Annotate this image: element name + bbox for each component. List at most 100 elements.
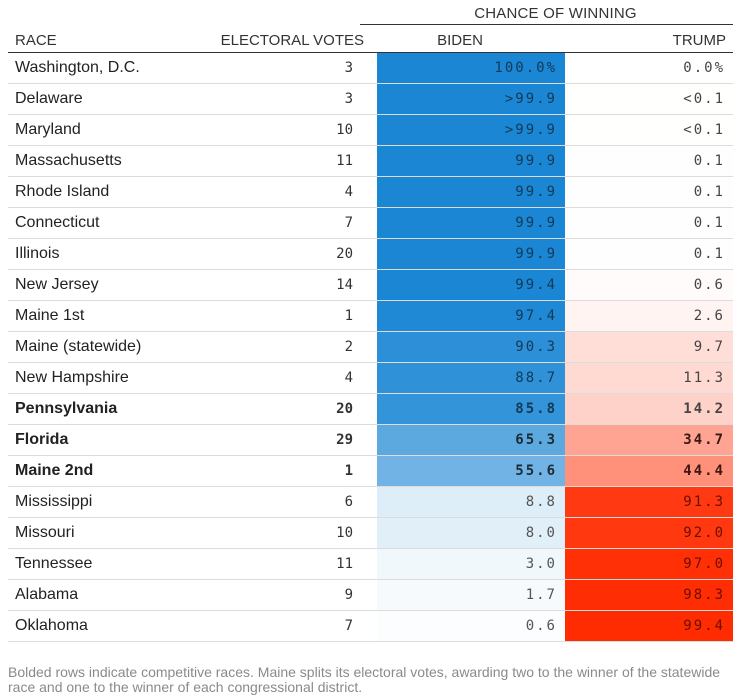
biden-chance-cell: 99.9: [377, 207, 565, 239]
trump-chance-cell: 0.1: [565, 145, 733, 177]
trump-chance-cell: 0.6: [565, 269, 733, 301]
footnote: Bolded rows indicate competitive races. …: [8, 664, 721, 695]
trump-chance-cell: 92.0: [565, 517, 733, 549]
electoral-votes-value: 9: [275, 579, 363, 611]
column-spacer: [363, 424, 377, 456]
trump-chance-cell: <0.1: [565, 83, 733, 115]
electoral-votes-value: 14: [275, 269, 363, 301]
column-spacer: [363, 579, 377, 611]
race-name: Maryland: [8, 114, 275, 146]
column-spacer: [363, 145, 377, 177]
biden-chance-cell: 8.0: [377, 517, 565, 549]
table-row: Delaware 3 >99.9 <0.1: [8, 83, 733, 115]
table-row: Massachusetts 11 99.9 0.1: [8, 145, 733, 177]
biden-chance-cell: 3.0: [377, 548, 565, 580]
column-spacer: [363, 548, 377, 580]
biden-chance-cell: 1.7: [377, 579, 565, 611]
trump-chance-cell: 0.0%: [565, 53, 733, 84]
race-name: Florida: [8, 424, 275, 456]
trump-chance-cell: 11.3: [565, 362, 733, 394]
column-header-trump: TRUMP: [672, 32, 726, 49]
biden-chance-cell: 99.4: [377, 269, 565, 301]
trump-chance-cell: 98.3: [565, 579, 733, 611]
biden-chance-cell: 0.6: [377, 610, 565, 642]
column-spacer: [363, 455, 377, 487]
table-row: Maryland 10 >99.9 <0.1: [8, 114, 733, 146]
column-spacer: [363, 176, 377, 208]
table-row: Tennessee 11 3.0 97.0: [8, 548, 733, 580]
electoral-votes-value: 4: [275, 362, 363, 394]
biden-chance-cell: 100.0%: [377, 53, 565, 84]
biden-chance-cell: 85.8: [377, 393, 565, 425]
column-spacer: [363, 517, 377, 549]
electoral-votes-value: 7: [275, 610, 363, 642]
table-row: Pennsylvania 20 85.8 14.2: [8, 393, 733, 425]
column-spacer: [363, 331, 377, 363]
race-name: Massachusetts: [8, 145, 275, 177]
biden-chance-cell: 8.8: [377, 486, 565, 518]
table-row: New Jersey 14 99.4 0.6: [8, 269, 733, 301]
trump-chance-cell: 0.1: [565, 176, 733, 208]
race-name: Maine 1st: [8, 300, 275, 332]
biden-chance-cell: >99.9: [377, 83, 565, 115]
electoral-votes-value: 4: [275, 176, 363, 208]
biden-chance-cell: 90.3: [377, 331, 565, 363]
chance-of-winning-label: CHANCE OF WINNING: [474, 5, 637, 22]
column-spacer: [363, 610, 377, 642]
race-name: Missouri: [8, 517, 275, 549]
electoral-votes-value: 2: [275, 331, 363, 363]
electoral-votes-value: 3: [275, 83, 363, 115]
table-row: Maine (statewide) 2 90.3 9.7: [8, 331, 733, 363]
table-row: Missouri 10 8.0 92.0: [8, 517, 733, 549]
race-name: Pennsylvania: [8, 393, 275, 425]
electoral-votes-value: 11: [275, 548, 363, 580]
race-name: Connecticut: [8, 207, 275, 239]
race-name: Illinois: [8, 238, 275, 270]
forecast-table-container: CHANCE OF WINNING RACE ELECTORAL VOTES B…: [8, 0, 733, 642]
table-row: Oklahoma 7 0.6 99.4: [8, 610, 733, 642]
race-name: New Hampshire: [8, 362, 275, 394]
table-row: Washington, D.C. 3 100.0% 0.0%: [8, 53, 733, 84]
race-name: Tennessee: [8, 548, 275, 580]
electoral-votes-value: 29: [275, 424, 363, 456]
column-spacer: [363, 269, 377, 301]
biden-chance-cell: 97.4: [377, 300, 565, 332]
column-spacer: [363, 362, 377, 394]
race-name: Mississippi: [8, 486, 275, 518]
trump-chance-cell: 2.6: [565, 300, 733, 332]
column-spacer: [363, 83, 377, 115]
biden-chance-cell: 99.9: [377, 176, 565, 208]
trump-chance-cell: <0.1: [565, 114, 733, 146]
biden-chance-cell: 99.9: [377, 238, 565, 270]
column-spacer: [363, 207, 377, 239]
column-spacer: [363, 393, 377, 425]
table-row: Maine 1st 1 97.4 2.6: [8, 300, 733, 332]
electoral-votes-value: 20: [275, 238, 363, 270]
column-spacer: [363, 300, 377, 332]
race-name: Delaware: [8, 83, 275, 115]
electoral-votes-value: 1: [275, 455, 363, 487]
table-row: Illinois 20 99.9 0.1: [8, 238, 733, 270]
column-spacer: [363, 238, 377, 270]
biden-chance-cell: 55.6: [377, 455, 565, 487]
trump-chance-cell: 0.1: [565, 238, 733, 270]
electoral-votes-value: 6: [275, 486, 363, 518]
race-name: Rhode Island: [8, 176, 275, 208]
trump-chance-cell: 14.2: [565, 393, 733, 425]
trump-chance-cell: 0.1: [565, 207, 733, 239]
forecast-table: Washington, D.C. 3 100.0% 0.0% Delaware 3 >99.…: [8, 53, 733, 642]
super-header: CHANCE OF WINNING: [8, 0, 733, 28]
table-row: New Hampshire 4 88.7 11.3: [8, 362, 733, 394]
table-row: Maine 2nd 1 55.6 44.4: [8, 455, 733, 487]
column-spacer: [363, 114, 377, 146]
column-spacer: [363, 486, 377, 518]
column-header-biden: BIDEN: [437, 32, 483, 49]
electoral-votes-value: 11: [275, 145, 363, 177]
electoral-votes-value: 1: [275, 300, 363, 332]
race-name: Maine (statewide): [8, 331, 275, 363]
table-row: Connecticut 7 99.9 0.1: [8, 207, 733, 239]
table-row: Mississippi 6 8.8 91.3: [8, 486, 733, 518]
trump-chance-cell: 99.4: [565, 610, 733, 642]
race-name: Alabama: [8, 579, 275, 611]
race-name: Maine 2nd: [8, 455, 275, 487]
